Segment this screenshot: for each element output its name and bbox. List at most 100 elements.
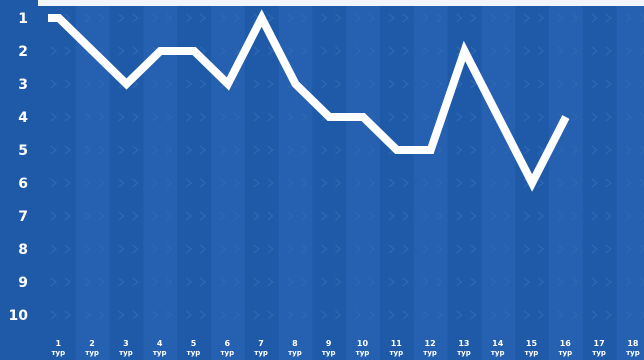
chevron-mark xyxy=(470,13,477,23)
chevron-mark xyxy=(165,79,173,89)
chevron-mark xyxy=(185,178,193,188)
chevron-mark xyxy=(219,13,227,23)
chevron-mark xyxy=(287,145,294,155)
chevron-mark xyxy=(64,310,72,320)
chevron-mark xyxy=(591,79,598,89)
chevron-mark xyxy=(436,211,443,221)
chevron-mark xyxy=(253,46,260,56)
chevron-mark xyxy=(470,244,477,254)
y-tick-label: 6 xyxy=(18,176,28,192)
chevron-mark xyxy=(118,244,125,254)
chevron-mark xyxy=(219,310,227,320)
chevron-mark xyxy=(151,178,159,188)
chevron-mark xyxy=(233,277,241,287)
chevron-mark xyxy=(605,79,612,89)
chevron-mark xyxy=(456,112,463,122)
chevron-mark xyxy=(267,79,274,89)
chevron-mark xyxy=(84,13,91,23)
chevron-mark xyxy=(185,244,193,254)
chevron-mark xyxy=(402,178,410,188)
chevron-mark xyxy=(571,46,579,56)
x-tick-label: 2 xyxy=(89,339,95,348)
chevron-mark xyxy=(84,112,91,122)
chevron-mark xyxy=(388,310,396,320)
chevron-mark xyxy=(368,310,376,320)
chevron-mark xyxy=(165,244,173,254)
chevron-mark xyxy=(253,277,260,287)
chevron-mark xyxy=(165,211,173,221)
chevron-mark xyxy=(132,244,139,254)
chevron-mark xyxy=(301,112,308,122)
chevron-mark xyxy=(199,178,207,188)
chevron-mark xyxy=(301,277,308,287)
chevron-mark xyxy=(320,211,328,221)
chevron-mark xyxy=(334,178,342,188)
chevron-mark xyxy=(625,145,632,155)
chevron-mark xyxy=(64,211,72,221)
chevron-mark xyxy=(151,310,159,320)
chevron-mark xyxy=(132,310,139,320)
chevron-mark xyxy=(151,13,159,23)
chevron-mark xyxy=(98,244,105,254)
chevron-mark xyxy=(199,310,207,320)
chevron-mark xyxy=(422,46,429,56)
chevron-mark xyxy=(165,178,173,188)
chevron-mark xyxy=(625,277,632,287)
chevron-mark xyxy=(84,211,91,221)
x-tick-suffix: тур xyxy=(525,349,539,357)
chevron-mark xyxy=(354,277,362,287)
chevron-mark xyxy=(368,178,376,188)
chevron-mark xyxy=(605,13,612,23)
chevron-mark xyxy=(388,13,396,23)
x-tick-label: 7 xyxy=(258,339,264,348)
chevron-mark xyxy=(402,13,410,23)
chevron-mark xyxy=(320,46,328,56)
chevron-mark xyxy=(287,46,294,56)
chevron-mark xyxy=(354,244,362,254)
x-tick-suffix: тур xyxy=(389,349,403,357)
chevron-mark xyxy=(233,112,241,122)
chevron-mark xyxy=(50,46,58,56)
chevron-mark xyxy=(402,310,410,320)
chevron-mark xyxy=(334,145,342,155)
chevron-mark xyxy=(267,310,274,320)
chevron-mark xyxy=(98,13,105,23)
chevron-mark xyxy=(436,79,443,89)
chevron-mark xyxy=(118,310,125,320)
chevron-mark xyxy=(267,244,274,254)
chevron-mark xyxy=(639,145,644,155)
chevron-mark xyxy=(84,79,91,89)
chevron-mark xyxy=(219,244,227,254)
chevron-mark xyxy=(253,112,260,122)
chevron-mark xyxy=(132,277,139,287)
x-axis: 1тур2тур3тур4тур5тур6тур7тур8тур9тур10ту… xyxy=(51,339,639,357)
chevron-mark xyxy=(50,145,58,155)
chevron-mark xyxy=(267,277,274,287)
x-tick-label: 14 xyxy=(492,339,504,348)
chevron-mark xyxy=(233,178,241,188)
chevron-mark xyxy=(368,244,376,254)
chevron-mark xyxy=(470,277,477,287)
chevron-mark xyxy=(489,46,497,56)
chevron-mark xyxy=(523,277,531,287)
chevron-mark xyxy=(436,244,443,254)
chevron-mark xyxy=(523,46,531,56)
chevron-mark xyxy=(118,277,125,287)
chevron-mark xyxy=(287,244,294,254)
chevron-mark xyxy=(320,145,328,155)
chevron-mark xyxy=(537,79,545,89)
chevron-mark xyxy=(368,211,376,221)
chevron-mark xyxy=(388,211,396,221)
chevron-mark xyxy=(199,244,207,254)
chevron-mark xyxy=(320,277,328,287)
x-tick-label: 8 xyxy=(292,339,298,348)
chevron-mark xyxy=(50,79,58,89)
chevron-mark xyxy=(625,46,632,56)
chevron-mark xyxy=(605,211,612,221)
chevron-mark xyxy=(233,79,241,89)
chevron-mark xyxy=(639,244,644,254)
chevron-mark xyxy=(98,178,105,188)
x-tick-label: 6 xyxy=(225,339,231,348)
chevron-mark xyxy=(422,310,429,320)
chevron-mark xyxy=(436,310,443,320)
